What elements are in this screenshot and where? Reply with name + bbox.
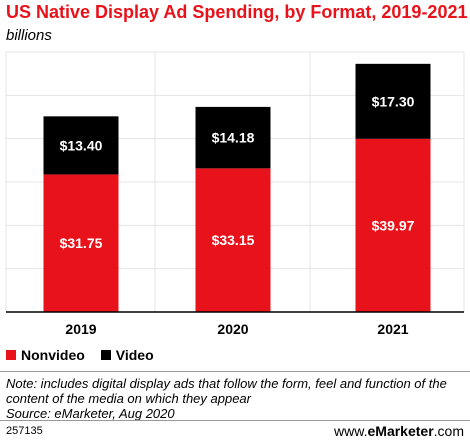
note-text: Note: includes digital display ads that … <box>6 376 447 406</box>
bar-video-2021 <box>355 63 431 139</box>
legend-label-video: Video <box>115 347 154 363</box>
divider-bottom <box>0 420 470 421</box>
chart-title: US Native Display Ad Spending, by Format… <box>6 2 468 22</box>
data-label-video-2019: $13.40 <box>60 137 103 153</box>
x-axis: 2019 2020 2021 <box>6 311 464 337</box>
brand-name: eMarketer <box>367 423 434 439</box>
source-text: Source: eMarketer, Aug 2020 <box>6 406 175 421</box>
bar-nonvideo-2021 <box>355 138 431 312</box>
brand-prefix: www. <box>334 423 368 439</box>
legend-swatch-nonvideo <box>6 350 16 360</box>
chart-id: 257135 <box>6 425 43 437</box>
bar-video-2020 <box>195 106 271 169</box>
data-label-nonvideo-2021: $39.97 <box>372 217 415 233</box>
data-label-video-2020: $14.18 <box>212 130 255 146</box>
chart-subtitle: billions <box>6 27 52 44</box>
notes: Note: includes digital display ads that … <box>6 376 466 421</box>
bar-nonvideo-2019 <box>43 174 119 312</box>
data-label-video-2021: $17.30 <box>372 93 415 109</box>
bar-video-2019 <box>43 116 119 175</box>
brand-logo[interactable]: www.eMarketer.com <box>334 423 464 439</box>
data-label-nonvideo-2019: $31.75 <box>60 235 103 251</box>
legend-swatch-video <box>100 350 111 360</box>
legend-label-nonvideo: Nonvideo <box>21 347 85 363</box>
divider-top <box>0 371 470 372</box>
brand-suffix: .com <box>433 423 464 439</box>
data-label-nonvideo-2020: $33.15 <box>212 232 255 248</box>
bar-nonvideo-2020 <box>195 168 271 312</box>
x-tick-label-2021: 2021 <box>377 321 408 337</box>
bars: $31.75 $13.40 $33.15 $14.18 $39.97 $17.30 <box>43 63 431 312</box>
legend-item-nonvideo: Nonvideo <box>6 347 85 363</box>
legend: Nonvideo Video <box>6 347 170 363</box>
legend-item-video: Video <box>100 347 154 363</box>
x-tick-label-2020: 2020 <box>217 321 248 337</box>
x-tick-label-2019: 2019 <box>65 321 96 337</box>
